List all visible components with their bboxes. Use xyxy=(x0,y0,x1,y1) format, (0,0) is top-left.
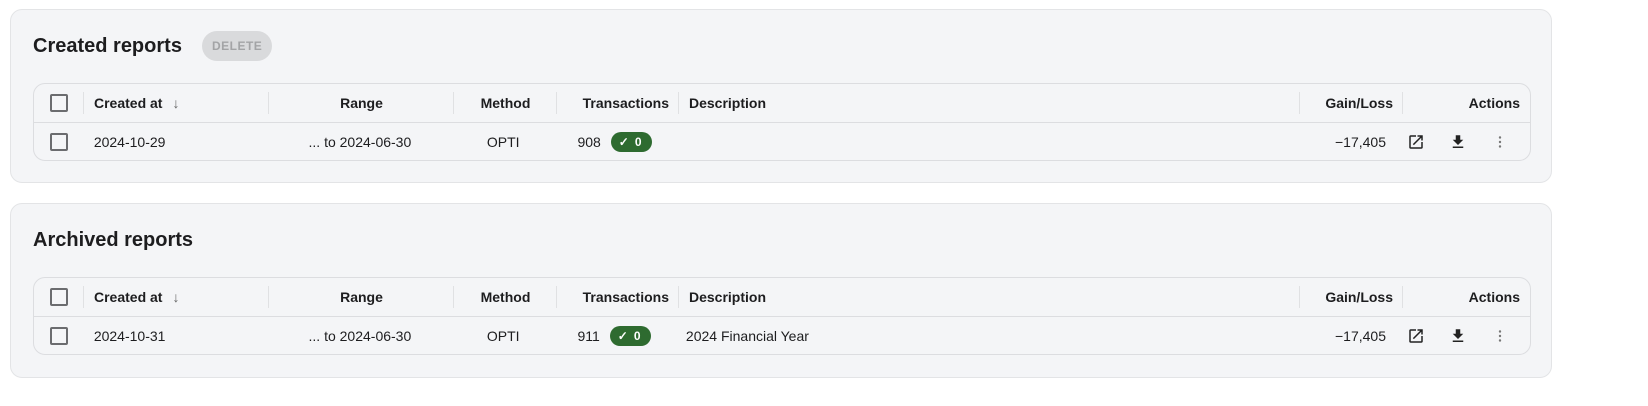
gain-loss-cell: −17,405 xyxy=(1334,327,1386,344)
description-cell: 2024 Financial Year xyxy=(685,327,809,344)
row-checkbox[interactable] xyxy=(49,132,68,151)
column-created-at[interactable]: Created at ↓ xyxy=(84,278,269,316)
gain-loss-cell: −17,405 xyxy=(1334,133,1386,150)
more-vert-icon[interactable] xyxy=(1490,327,1510,345)
table-row[interactable]: 2024-10-29 ... to 2024-06-30 OPTI 908 ✓ 0 … xyxy=(34,123,1530,160)
download-icon[interactable] xyxy=(1448,133,1468,151)
select-all-checkbox[interactable] xyxy=(50,288,68,306)
column-method[interactable]: Method xyxy=(454,278,557,316)
column-method[interactable]: Method xyxy=(454,84,557,122)
open-external-icon[interactable] xyxy=(1406,133,1426,151)
check-icon: ✓ xyxy=(617,328,628,343)
column-description[interactable]: Description xyxy=(679,278,1300,316)
table-header: Created at ↓ Range Method Transactions De… xyxy=(34,84,1530,123)
check-icon: ✓ xyxy=(618,134,629,149)
open-external-icon[interactable] xyxy=(1406,327,1426,345)
column-actions: Actions xyxy=(1468,289,1520,305)
created-reports-table: Created at ↓ Range Method Transactions De… xyxy=(33,83,1531,161)
column-range[interactable]: Range xyxy=(269,84,454,122)
created-at-cell: 2024-10-29 xyxy=(93,133,166,150)
range-cell: ... to 2024-06-30 xyxy=(308,327,412,344)
column-actions: Actions xyxy=(1468,95,1520,111)
column-transactions[interactable]: Transactions xyxy=(557,84,679,122)
status-badge: ✓ 0 xyxy=(610,131,652,152)
column-gain-loss[interactable]: Gain/Loss xyxy=(1300,84,1403,122)
table-header: Created at ↓ Range Method Transactions De… xyxy=(34,278,1530,317)
section-title: Created reports xyxy=(33,34,182,57)
method-cell: OPTI xyxy=(486,133,520,150)
sort-arrow-down-icon[interactable]: ↓ xyxy=(172,289,180,305)
created-reports-card: Created reports DELETE Created at ↓ Range… xyxy=(10,9,1552,183)
table-row[interactable]: 2024-10-31 ... to 2024-06-30 OPTI 911 ✓ 0 … xyxy=(34,317,1530,354)
created-at-cell: 2024-10-31 xyxy=(93,327,166,344)
archived-reports-card: Archived reports Created at ↓ Range Metho… xyxy=(10,203,1552,378)
sort-arrow-down-icon[interactable]: ↓ xyxy=(172,95,180,111)
method-cell: OPTI xyxy=(486,327,520,344)
range-cell: ... to 2024-06-30 xyxy=(308,133,412,150)
transactions-cell: 911 ✓ 0 xyxy=(554,317,675,354)
column-description[interactable]: Description xyxy=(679,84,1300,122)
select-all-checkbox[interactable] xyxy=(50,94,68,112)
column-gain-loss[interactable]: Gain/Loss xyxy=(1300,278,1403,316)
download-icon[interactable] xyxy=(1448,327,1468,345)
transactions-cell: 908 ✓ 0 xyxy=(554,123,675,160)
description-cell xyxy=(676,123,1294,160)
column-transactions[interactable]: Transactions xyxy=(557,278,679,316)
column-range[interactable]: Range xyxy=(269,278,454,316)
status-badge: ✓ 0 xyxy=(609,325,651,346)
section-title: Archived reports xyxy=(33,228,194,251)
column-created-at[interactable]: Created at ↓ xyxy=(84,84,269,122)
more-vert-icon[interactable] xyxy=(1490,133,1510,151)
row-checkbox[interactable] xyxy=(49,326,68,345)
delete-button[interactable]: DELETE xyxy=(201,31,273,61)
archived-reports-table: Created at ↓ Range Method Transactions De… xyxy=(33,277,1531,355)
